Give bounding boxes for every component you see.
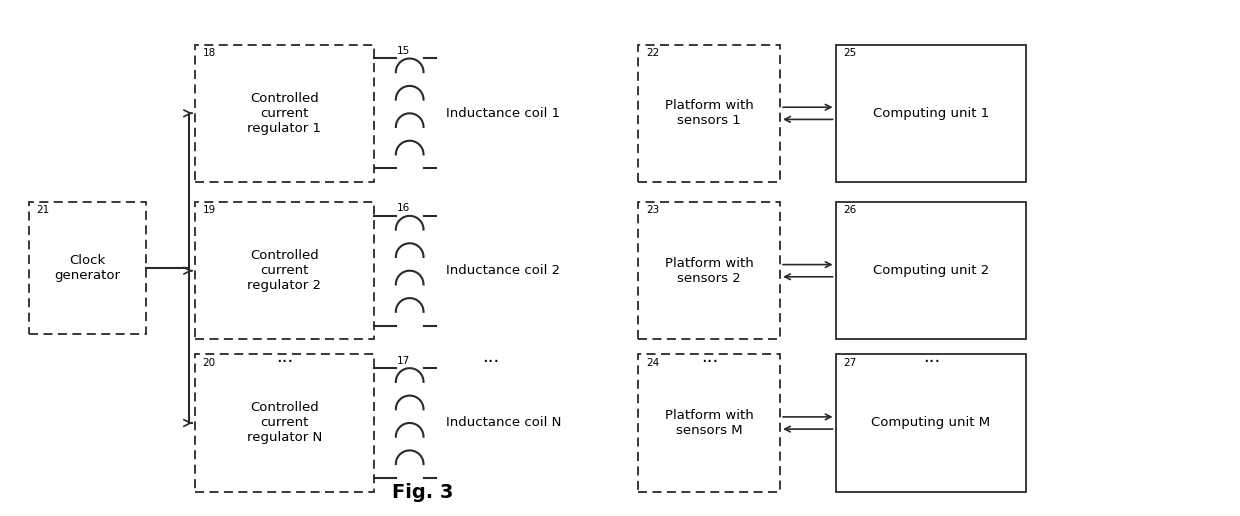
Text: Platform with
sensors 1: Platform with sensors 1 bbox=[665, 99, 754, 127]
Text: Computing unit 1: Computing unit 1 bbox=[873, 107, 990, 120]
FancyBboxPatch shape bbox=[639, 202, 780, 339]
Text: 21: 21 bbox=[36, 205, 50, 215]
Text: 20: 20 bbox=[202, 358, 216, 367]
Text: Inductance coil N: Inductance coil N bbox=[445, 416, 560, 429]
Text: 18: 18 bbox=[202, 48, 216, 58]
Text: 16: 16 bbox=[397, 203, 410, 213]
Text: Fig. 3: Fig. 3 bbox=[392, 482, 454, 502]
FancyBboxPatch shape bbox=[836, 202, 1027, 339]
Text: Inductance coil 2: Inductance coil 2 bbox=[445, 264, 559, 277]
Text: ...: ... bbox=[482, 348, 500, 366]
FancyBboxPatch shape bbox=[836, 354, 1027, 492]
Text: 27: 27 bbox=[843, 358, 856, 367]
Text: Controlled
current
regulator 2: Controlled current regulator 2 bbox=[247, 249, 321, 292]
Text: ...: ... bbox=[277, 348, 294, 366]
Text: 24: 24 bbox=[646, 358, 660, 367]
Text: 19: 19 bbox=[202, 205, 216, 215]
Text: 22: 22 bbox=[646, 48, 660, 58]
FancyBboxPatch shape bbox=[195, 45, 373, 182]
FancyBboxPatch shape bbox=[639, 354, 780, 492]
Text: Platform with
sensors 2: Platform with sensors 2 bbox=[665, 256, 754, 285]
Text: 23: 23 bbox=[646, 205, 660, 215]
Text: 26: 26 bbox=[843, 205, 856, 215]
Text: Inductance coil 1: Inductance coil 1 bbox=[445, 107, 559, 120]
Text: ...: ... bbox=[702, 348, 718, 366]
FancyBboxPatch shape bbox=[29, 202, 146, 334]
FancyBboxPatch shape bbox=[639, 45, 780, 182]
Text: Computing unit M: Computing unit M bbox=[872, 416, 991, 429]
Text: 25: 25 bbox=[843, 48, 856, 58]
FancyBboxPatch shape bbox=[195, 354, 373, 492]
Text: Controlled
current
regulator 1: Controlled current regulator 1 bbox=[247, 92, 321, 135]
Text: ...: ... bbox=[923, 348, 940, 366]
Text: Clock
generator: Clock generator bbox=[55, 254, 120, 282]
FancyBboxPatch shape bbox=[195, 202, 373, 339]
Text: 15: 15 bbox=[397, 46, 410, 56]
Text: Platform with
sensors M: Platform with sensors M bbox=[665, 409, 754, 437]
FancyBboxPatch shape bbox=[836, 45, 1027, 182]
Text: Controlled
current
regulator N: Controlled current regulator N bbox=[247, 401, 322, 444]
Text: Computing unit 2: Computing unit 2 bbox=[873, 264, 990, 277]
Text: 17: 17 bbox=[397, 356, 410, 366]
